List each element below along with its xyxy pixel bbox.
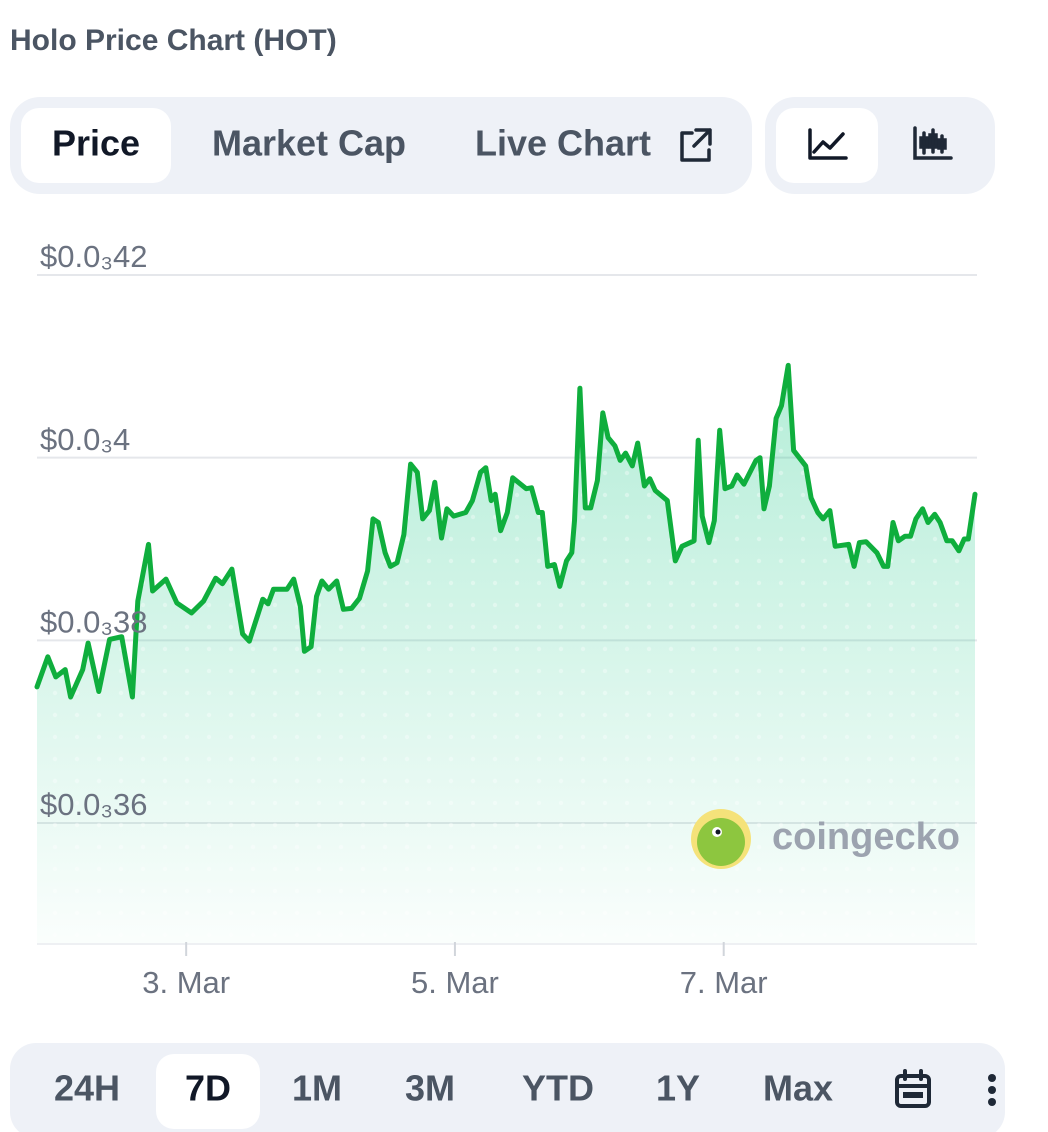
- tab-label[interactable]: Market Cap: [212, 123, 406, 164]
- range-button[interactable]: 1M: [292, 1068, 342, 1109]
- candlestick-button[interactable]: [913, 126, 953, 160]
- tab-label[interactable]: Price: [52, 123, 140, 164]
- calendar-button[interactable]: [895, 1069, 931, 1108]
- tabs: Price Market Cap Live Chart: [21, 108, 651, 183]
- external-link-icon: [680, 128, 712, 162]
- x-tick-label: 5. Mar: [411, 965, 499, 1000]
- y-tick-label: $0.0₃4: [40, 422, 130, 457]
- range-button[interactable]: 7D: [185, 1068, 231, 1109]
- watermark-text: coingecko: [772, 816, 960, 858]
- range-button[interactable]: 24H: [54, 1068, 120, 1109]
- range-button[interactable]: YTD: [522, 1068, 594, 1109]
- plot-area: $0.0₃42 $0.0₃4 $0.0₃38 $0.0₃36 3. Mar 5. Mar 7…: [34, 239, 978, 1000]
- coingecko-logo: [691, 809, 751, 869]
- price-line: [34, 362, 978, 700]
- tab-bar: [10, 97, 752, 194]
- y-tick-label: $0.0₃38: [40, 605, 147, 640]
- range-button[interactable]: 3M: [405, 1068, 455, 1109]
- chart-title: Holo Price Chart (HOT): [10, 24, 337, 57]
- line-chart-icon: [808, 128, 848, 160]
- x-tick-label: 3. Mar: [142, 965, 230, 1000]
- y-tick-label: $0.0₃36: [40, 787, 147, 822]
- ranges: 24H 7D 1M 3M YTD 1Y Max: [54, 1054, 833, 1129]
- tab-label[interactable]: Live Chart: [475, 123, 651, 164]
- range-button[interactable]: Max: [763, 1068, 833, 1109]
- range-active-pill: [156, 1054, 260, 1129]
- price-area-dots: [37, 365, 975, 944]
- y-tick-label: $0.0₃42: [40, 239, 147, 274]
- x-tick-label: 7. Mar: [680, 965, 768, 1000]
- range-button[interactable]: 1Y: [656, 1068, 700, 1109]
- more-button[interactable]: [988, 1074, 996, 1106]
- tab-active-pill: [21, 108, 171, 183]
